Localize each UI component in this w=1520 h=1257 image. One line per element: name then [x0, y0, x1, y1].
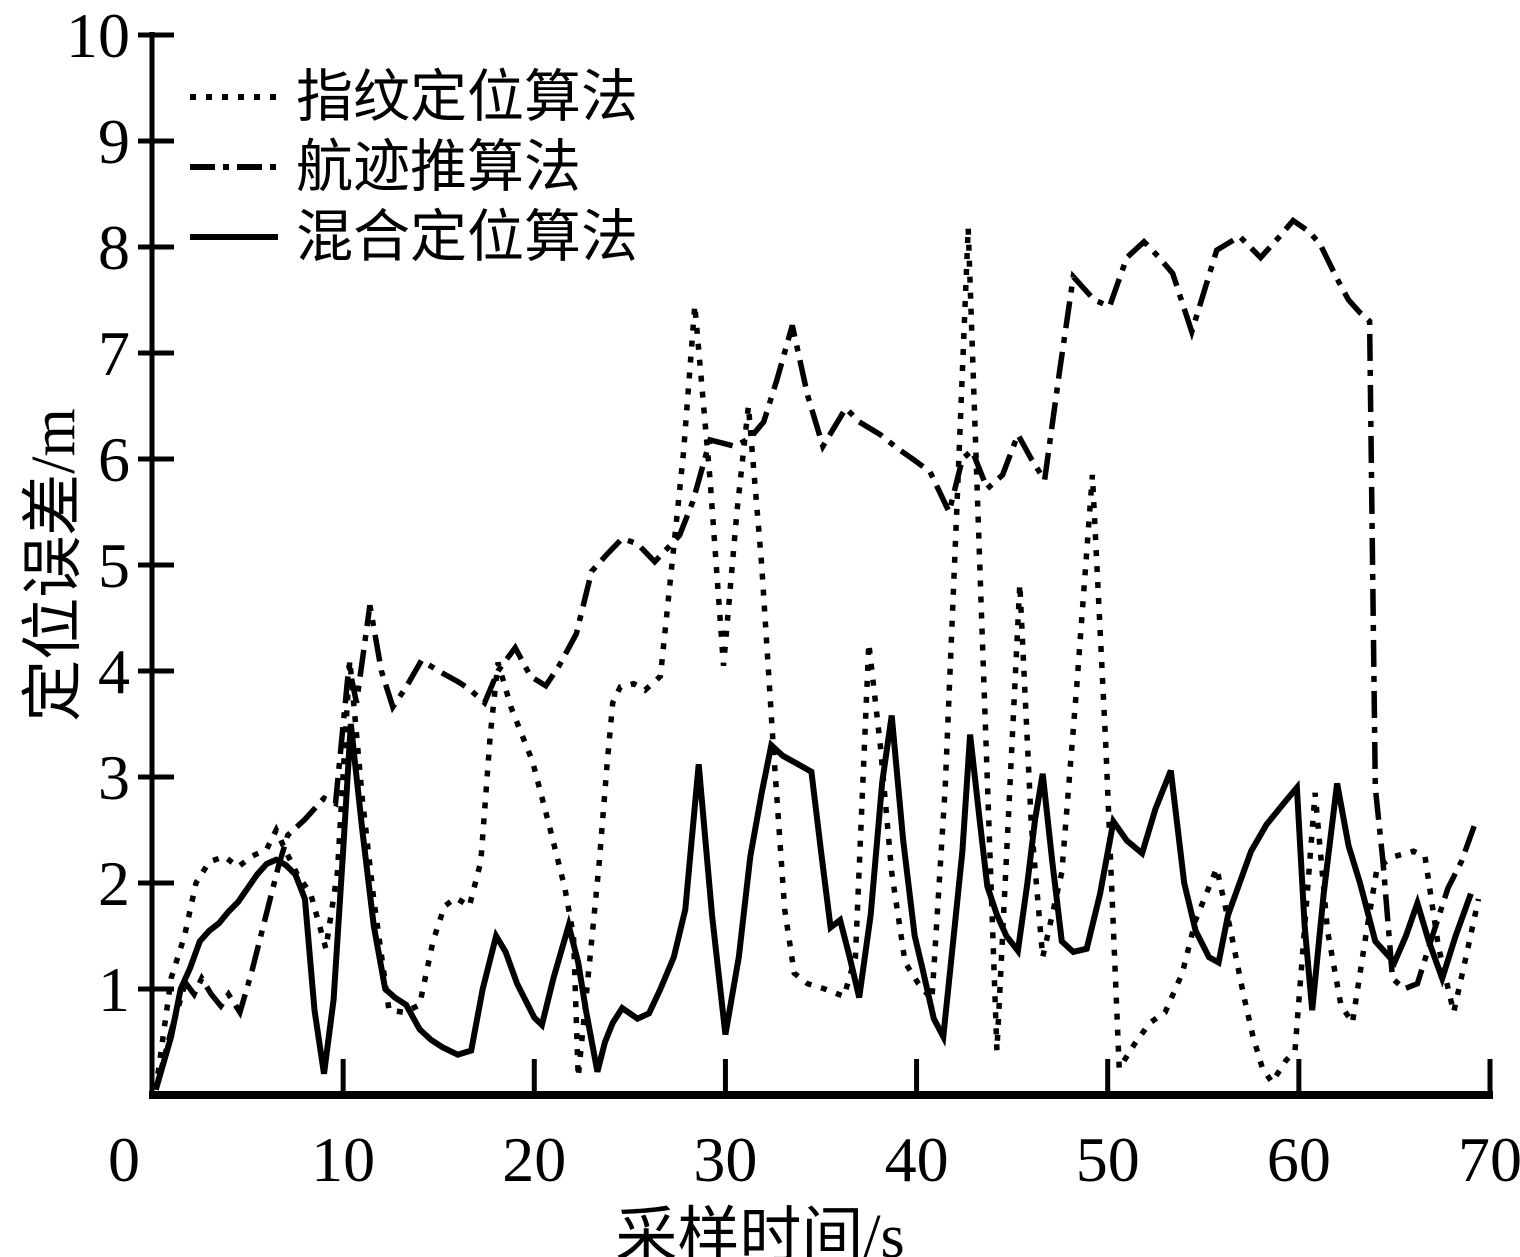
legend-line-dotted-icon	[190, 94, 278, 100]
legend-item-dead-reckoning: 航迹推算法	[190, 132, 638, 202]
y-tick-label: 3	[98, 742, 130, 813]
x-tick-label: 30	[693, 1124, 757, 1195]
series-line-solid	[152, 715, 1474, 1091]
x-tick-label: 60	[1267, 1124, 1331, 1195]
y-tick-label: 7	[98, 318, 130, 389]
legend-line-solid-icon	[190, 234, 278, 240]
x-tick-label: 10	[311, 1124, 375, 1195]
legend-label: 混合定位算法	[296, 205, 638, 269]
x-tick-label: 40	[885, 1124, 949, 1195]
series-line-dashdot	[153, 216, 1478, 1091]
y-tick-label: 8	[98, 212, 130, 283]
y-tick-label: 9	[98, 106, 130, 177]
y-tick-label: 10	[66, 0, 130, 71]
y-tick-label: 1	[98, 954, 130, 1025]
x-tick-label: 0	[108, 1124, 140, 1195]
y-tick-label: 6	[98, 424, 130, 495]
legend-label: 指纹定位算法	[296, 65, 638, 129]
legend-label: 航迹推算法	[296, 135, 581, 199]
y-tick-label: 4	[98, 636, 130, 707]
series-line-dotted	[153, 227, 1482, 1091]
x-tick-label: 20	[502, 1124, 566, 1195]
y-tick-label: 5	[98, 530, 130, 601]
legend-line-dashdot-icon	[190, 164, 278, 170]
x-tick-label: 70	[1458, 1124, 1520, 1195]
legend: 指纹定位算法 航迹推算法 混合定位算法	[190, 62, 638, 272]
legend-item-fingerprint: 指纹定位算法	[190, 62, 638, 132]
x-tick-label: 50	[1076, 1124, 1140, 1195]
y-axis-title: 定位误差/m	[20, 408, 88, 722]
legend-item-hybrid: 混合定位算法	[190, 202, 638, 272]
y-tick-label: 2	[98, 848, 130, 919]
x-axis-title: 采样时间/s	[615, 1203, 905, 1257]
